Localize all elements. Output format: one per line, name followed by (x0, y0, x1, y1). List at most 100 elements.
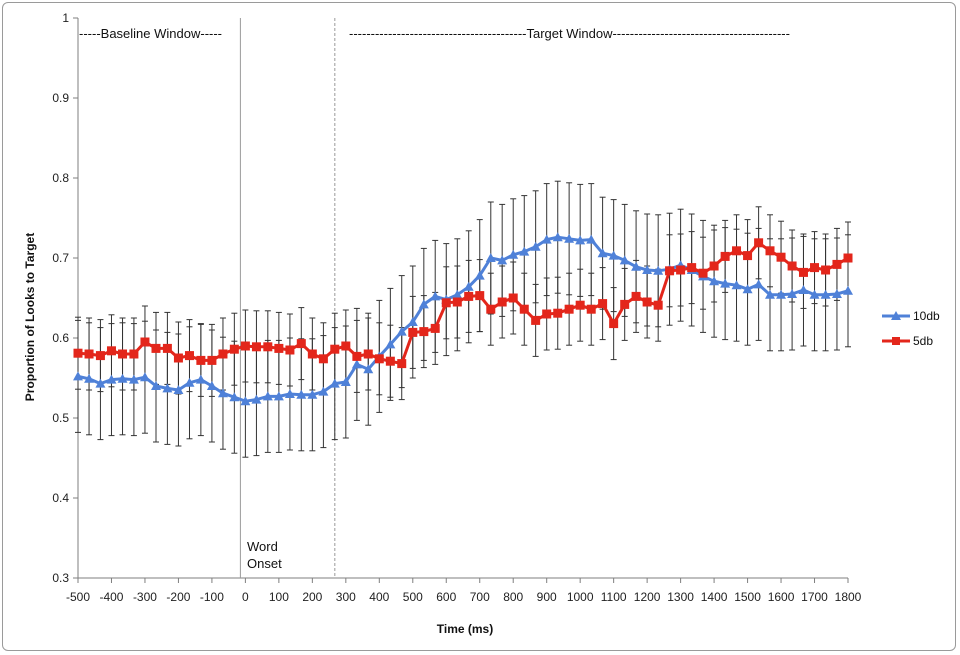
data-point-10db (519, 246, 530, 256)
data-point-5db (798, 267, 808, 277)
data-point-5db (653, 300, 663, 310)
data-point-10db (843, 285, 853, 295)
data-point-10db (820, 289, 831, 299)
data-point-5db (397, 359, 407, 369)
data-point-10db (217, 388, 228, 398)
data-point-10db (262, 391, 273, 401)
data-point-5db (352, 351, 362, 361)
word-onset-label-line2: Onset (247, 556, 282, 571)
x-tick-label: 400 (369, 590, 389, 604)
data-point-10db (117, 373, 128, 383)
data-point-10db (452, 289, 463, 299)
data-point-5db (620, 299, 630, 309)
error-bars (75, 180, 851, 458)
data-point-5db (263, 342, 273, 352)
data-point-10db (608, 250, 619, 260)
data-point-10db (195, 374, 206, 384)
legend-10db-marker (891, 311, 901, 320)
data-point-5db (832, 259, 842, 269)
data-point-10db (530, 241, 541, 251)
data-point-10db (184, 377, 195, 387)
y-tick-label: 1 (62, 11, 69, 25)
data-point-10db (95, 378, 106, 388)
y-tick-label: 0.7 (52, 251, 69, 265)
data-point-5db (709, 261, 719, 271)
legend: 10db 5db (882, 309, 940, 348)
data-point-5db (609, 319, 619, 329)
x-tick-label: 1500 (734, 590, 761, 604)
x-tick-label: -100 (200, 590, 224, 604)
data-point-10db (106, 374, 117, 384)
data-point-10db (798, 285, 809, 294)
data-point-10db (764, 289, 775, 299)
data-point-10db (430, 291, 441, 301)
x-tick-label: 300 (336, 590, 356, 604)
baseline-window-label: -----Baseline Window----- (79, 26, 222, 41)
y-tick-label: 0.8 (52, 171, 69, 185)
legend-5db-marker (892, 337, 900, 345)
data-point-10db (407, 317, 418, 326)
data-point-5db (408, 327, 418, 337)
data-point-10db (173, 385, 184, 394)
data-point-10db (552, 232, 563, 242)
y-tick-label: 0.9 (52, 91, 69, 105)
data-point-10db (709, 276, 720, 286)
data-point-5db (129, 349, 139, 359)
data-point-5db (676, 265, 686, 275)
x-tick-label: 800 (503, 590, 523, 604)
data-point-5db (687, 263, 697, 273)
x-tick-label: 1400 (701, 590, 728, 604)
y-tick-label: 0.6 (52, 331, 69, 345)
x-tick-label: 200 (302, 590, 322, 604)
data-point-5db (564, 304, 574, 314)
x-tick-label: 1800 (835, 590, 862, 604)
y-tick-label: 0.4 (52, 491, 69, 505)
data-point-10db (240, 396, 251, 406)
legend-5db-label: 5db (913, 334, 933, 348)
series-line-10db (77, 235, 849, 403)
data-point-5db (720, 251, 730, 261)
data-point-5db (464, 291, 474, 301)
legend-10db-label: 10db (913, 309, 940, 323)
y-axis-title: Proportion of Looks to Target (23, 233, 37, 401)
data-point-10db (73, 371, 83, 381)
x-axis-title: Time (ms) (437, 622, 493, 636)
data-point-5db (843, 253, 853, 263)
data-point-10db (351, 359, 362, 369)
x-tick-label: 1000 (567, 590, 594, 604)
data-point-10db (329, 378, 340, 388)
data-point-5db (810, 263, 820, 273)
data-point-10db (229, 392, 240, 402)
x-tick-label: -300 (133, 590, 157, 604)
data-point-5db (341, 341, 351, 351)
data-point-10db (831, 289, 842, 298)
tick-labels: 0.3 0.4 0.5 0.6 0.7 0.8 0.9 1 -500 -400 -300 -200 -1… (52, 11, 861, 604)
data-point-10db (396, 326, 407, 336)
data-point-10db (631, 261, 642, 271)
series-lines (77, 235, 849, 403)
data-point-5db (553, 308, 563, 318)
x-tick-label: 900 (537, 590, 557, 604)
data-point-5db (285, 345, 295, 355)
axes (73, 17, 849, 583)
data-point-5db (519, 304, 529, 314)
data-point-10db (340, 377, 351, 386)
data-point-10db (251, 394, 262, 404)
series-markers (73, 232, 853, 406)
data-point-5db (307, 349, 317, 359)
data-point-10db (284, 389, 295, 398)
x-tick-label: -500 (66, 590, 90, 604)
data-point-5db (363, 349, 373, 359)
data-point-5db (207, 355, 217, 365)
data-point-5db (665, 266, 675, 276)
data-point-10db (497, 255, 508, 265)
data-point-10db (206, 381, 217, 390)
x-tick-label: -200 (166, 590, 190, 604)
data-point-10db (84, 373, 95, 383)
data-point-10db (575, 235, 586, 245)
data-point-10db (485, 253, 496, 262)
data-point-10db (273, 391, 284, 401)
data-point-5db (95, 351, 105, 361)
x-tick-label: 100 (269, 590, 289, 604)
